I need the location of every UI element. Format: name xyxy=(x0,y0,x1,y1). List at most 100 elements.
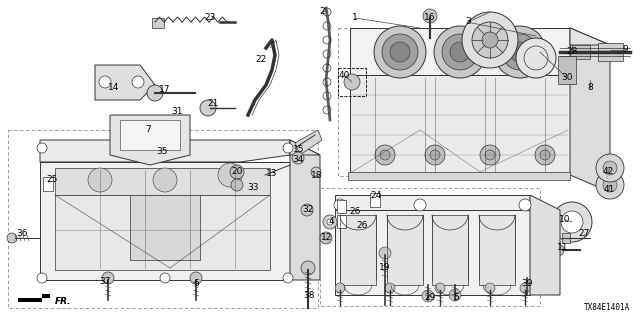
Text: 3: 3 xyxy=(465,18,471,27)
Text: 10: 10 xyxy=(559,215,571,225)
Circle shape xyxy=(344,74,360,90)
Circle shape xyxy=(301,204,313,216)
Circle shape xyxy=(37,143,47,153)
Circle shape xyxy=(603,178,617,192)
Bar xyxy=(152,18,164,28)
Circle shape xyxy=(155,147,165,157)
Text: 9: 9 xyxy=(622,45,628,54)
Polygon shape xyxy=(479,215,515,285)
Circle shape xyxy=(540,150,550,160)
Circle shape xyxy=(375,145,395,165)
Polygon shape xyxy=(570,28,610,192)
Circle shape xyxy=(160,273,170,283)
Circle shape xyxy=(153,168,177,192)
Circle shape xyxy=(520,268,534,282)
Polygon shape xyxy=(55,168,270,195)
Text: 4: 4 xyxy=(328,218,334,227)
Circle shape xyxy=(442,34,478,70)
Polygon shape xyxy=(335,210,530,295)
Text: 29: 29 xyxy=(424,293,436,302)
Circle shape xyxy=(502,34,538,70)
Circle shape xyxy=(147,85,163,101)
Polygon shape xyxy=(40,140,290,162)
Text: 30: 30 xyxy=(561,74,573,83)
Text: 6: 6 xyxy=(193,278,199,287)
Text: 16: 16 xyxy=(424,13,436,22)
Text: TX84E1401A: TX84E1401A xyxy=(584,303,630,312)
Polygon shape xyxy=(110,115,190,165)
Polygon shape xyxy=(95,65,155,100)
Text: 14: 14 xyxy=(108,84,120,92)
Circle shape xyxy=(423,9,437,23)
Text: 8: 8 xyxy=(587,84,593,92)
Text: 36: 36 xyxy=(16,229,28,238)
Polygon shape xyxy=(530,195,560,295)
Polygon shape xyxy=(120,120,180,150)
Text: 28: 28 xyxy=(566,47,578,57)
Circle shape xyxy=(380,150,390,160)
Polygon shape xyxy=(387,215,423,285)
Circle shape xyxy=(292,152,304,164)
Bar xyxy=(337,200,346,213)
Circle shape xyxy=(160,143,170,153)
Text: 15: 15 xyxy=(293,146,305,155)
Circle shape xyxy=(552,202,592,242)
Text: 20: 20 xyxy=(231,167,243,177)
Circle shape xyxy=(132,76,144,88)
Text: 26: 26 xyxy=(356,221,368,230)
Bar xyxy=(570,45,590,59)
Circle shape xyxy=(379,247,391,259)
Circle shape xyxy=(516,38,556,78)
Text: 5: 5 xyxy=(453,293,459,302)
Bar xyxy=(370,193,380,207)
Circle shape xyxy=(596,154,624,182)
Circle shape xyxy=(230,165,244,179)
Bar xyxy=(598,43,623,61)
Circle shape xyxy=(485,283,495,293)
Circle shape xyxy=(435,283,445,293)
Bar xyxy=(337,215,346,228)
Text: 18: 18 xyxy=(311,171,323,180)
Text: 2: 2 xyxy=(319,7,325,17)
Circle shape xyxy=(382,34,418,70)
Text: 42: 42 xyxy=(602,167,614,177)
Polygon shape xyxy=(335,195,530,210)
Text: 25: 25 xyxy=(46,175,58,185)
Polygon shape xyxy=(40,162,290,280)
Text: 19: 19 xyxy=(380,263,391,273)
Circle shape xyxy=(422,290,434,302)
Circle shape xyxy=(430,150,440,160)
Polygon shape xyxy=(18,294,50,302)
Text: 40: 40 xyxy=(339,70,349,79)
Circle shape xyxy=(450,42,470,62)
Circle shape xyxy=(301,261,315,275)
Polygon shape xyxy=(290,140,320,155)
Circle shape xyxy=(449,289,461,301)
Circle shape xyxy=(283,273,293,283)
Circle shape xyxy=(283,143,293,153)
Bar xyxy=(43,177,53,191)
Circle shape xyxy=(374,26,426,78)
Polygon shape xyxy=(340,215,376,285)
Text: 1: 1 xyxy=(352,13,358,22)
Text: 27: 27 xyxy=(579,229,589,238)
Circle shape xyxy=(200,100,216,116)
Text: 35: 35 xyxy=(156,148,168,156)
Circle shape xyxy=(561,211,583,233)
Polygon shape xyxy=(348,172,570,180)
Text: 31: 31 xyxy=(172,108,183,116)
Text: 21: 21 xyxy=(207,99,219,108)
Text: 32: 32 xyxy=(302,205,314,214)
Polygon shape xyxy=(295,130,322,155)
Circle shape xyxy=(385,283,395,293)
Circle shape xyxy=(335,283,345,293)
Text: 17: 17 xyxy=(159,85,171,94)
Circle shape xyxy=(494,26,546,78)
Text: 26: 26 xyxy=(349,207,361,217)
Circle shape xyxy=(485,150,495,160)
Circle shape xyxy=(327,219,333,225)
Circle shape xyxy=(334,199,346,211)
Circle shape xyxy=(414,199,426,211)
Circle shape xyxy=(482,32,498,48)
Circle shape xyxy=(520,283,530,293)
